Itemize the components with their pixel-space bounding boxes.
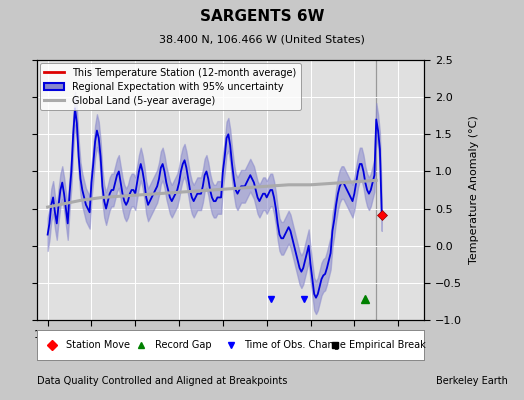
Text: SARGENTS 6W: SARGENTS 6W bbox=[200, 9, 324, 24]
Text: Time of Obs. Change: Time of Obs. Change bbox=[244, 340, 346, 350]
Text: 38.400 N, 106.466 W (United States): 38.400 N, 106.466 W (United States) bbox=[159, 34, 365, 44]
Text: Record Gap: Record Gap bbox=[155, 340, 212, 350]
Text: Berkeley Earth: Berkeley Earth bbox=[436, 376, 508, 386]
Text: Station Move: Station Move bbox=[66, 340, 130, 350]
Text: Empirical Break: Empirical Break bbox=[349, 340, 425, 350]
Y-axis label: Temperature Anomaly (°C): Temperature Anomaly (°C) bbox=[469, 116, 479, 264]
Text: Data Quality Controlled and Aligned at Breakpoints: Data Quality Controlled and Aligned at B… bbox=[37, 376, 287, 386]
Legend: This Temperature Station (12-month average), Regional Expectation with 95% uncer: This Temperature Station (12-month avera… bbox=[40, 63, 301, 110]
